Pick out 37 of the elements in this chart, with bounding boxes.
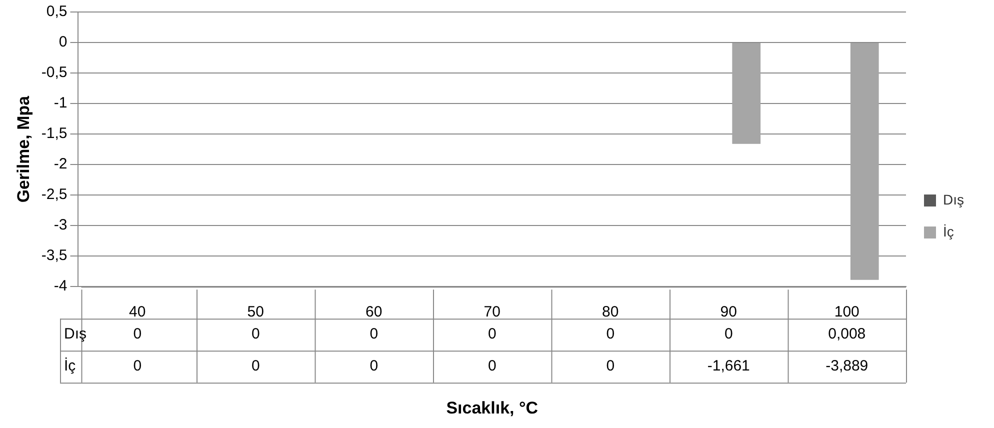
text: Dış (64, 326, 86, 343)
x-tick-label: 80 (602, 304, 619, 321)
legend-label: Dış (943, 191, 964, 208)
y-tick-label: -2 (54, 156, 68, 173)
x-tick-label: 90 (720, 304, 737, 321)
y-axis-title: Gerilme, Mpa (14, 95, 33, 203)
y-tick-label: 0,5 (46, 3, 68, 20)
data-label: 0 (370, 358, 378, 375)
x-tick-label: 60 (366, 304, 382, 321)
y-tick-label: 0 (58, 34, 68, 51)
y-tick-label: -4 (54, 278, 68, 295)
data-label: 0 (488, 326, 496, 343)
data-label: 0 (606, 358, 615, 375)
x-axis-title: Sıcaklık, °C (446, 398, 538, 418)
x-tick-label: 100 (834, 304, 860, 321)
y-tick-label: -0,5 (41, 64, 68, 82)
data-label: 0 (606, 326, 615, 343)
x-tick-label: 50 (247, 304, 264, 321)
data-label: 0 (488, 358, 496, 375)
data-label: 0 (133, 326, 142, 343)
data-label: 0 (251, 326, 260, 343)
data-label: 0 (251, 358, 260, 375)
data-label: -1,661 (707, 358, 750, 375)
y-tick-label: -1 (54, 94, 68, 112)
data-label: 0 (133, 358, 142, 375)
y-tick-label: -2,5 (41, 186, 68, 204)
x-tick-label: 70 (484, 304, 500, 321)
y-tick-label: -3 (54, 216, 68, 234)
x-tick-label: 40 (129, 304, 146, 321)
legend-label: İç (943, 223, 954, 240)
data-label: 0 (724, 326, 733, 343)
y-tick-label: -1,5 (41, 125, 68, 142)
y-tick-label: -3,5 (41, 247, 68, 264)
text: İç (64, 358, 76, 375)
data-label: 0 (370, 326, 378, 343)
data-label: 0,008 (828, 326, 866, 343)
data-label: -3,889 (826, 358, 868, 375)
